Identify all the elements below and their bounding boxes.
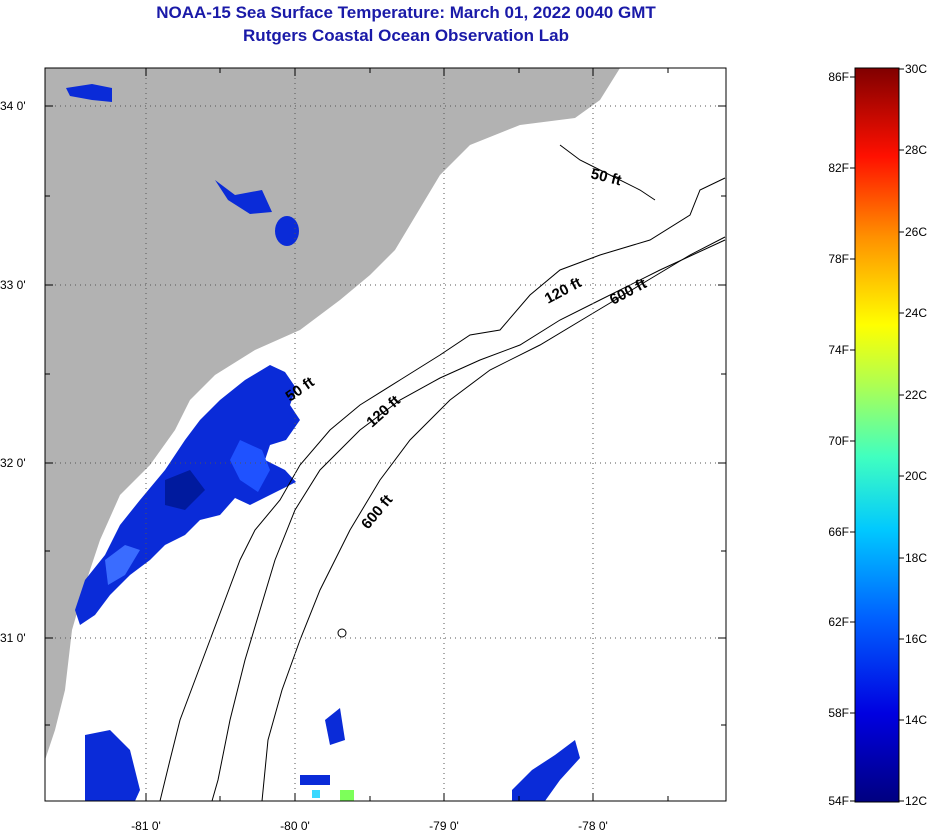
map-subtitle: Rutgers Coastal Ocean Observation Lab [243,26,569,45]
lat-label: 32 0' [0,456,26,470]
isobath-120ft [211,239,726,801]
colorbar-f-label: 58F [828,706,849,720]
colorbar-f-label: 74F [828,343,849,357]
contour-label: 50 ft [589,165,623,189]
sst-pixels [66,84,580,801]
isobath-600ft [261,236,726,801]
colorbar-c-label: 30C [905,62,927,76]
colorbar-c-label: 20C [905,469,927,483]
isobath-50ft [159,177,726,801]
colorbar-ticks [850,68,904,802]
colorbar-f-label: 70F [828,434,849,448]
lon-label: -80 0' [280,819,310,832]
colorbar-c-label: 16C [905,632,927,646]
colorbar [854,67,900,803]
colorbar-c-label: 14C [905,713,927,727]
graticule [45,68,726,801]
lat-label: 33 0' [0,278,26,292]
colorbar-c-label: 12C [905,794,927,808]
isobaths [159,144,726,801]
colorbar-c-label: 26C [905,225,927,239]
colorbar-f-label: 86F [828,70,849,84]
colorbar-c-label: 28C [905,143,927,157]
map-title: NOAA-15 Sea Surface Temperature: March 0… [156,3,656,22]
colorbar-f-label: 82F [828,161,849,175]
colorbar-c-label: 24C [905,306,927,320]
land [45,68,620,760]
colorbar-f-label: 62F [828,615,849,629]
lat-label: 31 0' [0,631,26,645]
map-frame [44,67,727,802]
colorbar-f-label: 66F [828,525,849,539]
colorbar-c-label: 18C [905,551,927,565]
axis-ticks [45,68,726,801]
lon-label: -79 0' [429,819,459,832]
colorbar-f-label: 54F [828,794,849,808]
lon-label: -78 0' [578,819,608,832]
colorbar-f-label: 78F [828,252,849,266]
colorbar-c-label: 22C [905,388,927,402]
lon-label: -81 0' [131,819,161,832]
isobath-coast-50ft [559,144,656,201]
lat-label: 34 0' [0,99,26,113]
